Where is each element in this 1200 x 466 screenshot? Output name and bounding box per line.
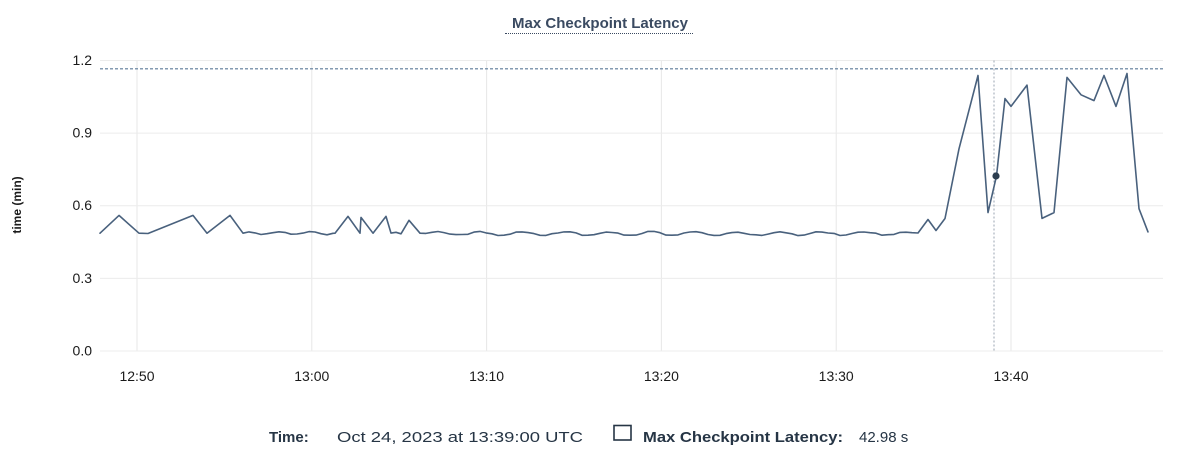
svg-text:Max Checkpoint Latency:: Max Checkpoint Latency: [643, 429, 843, 446]
svg-text:0.0: 0.0 [73, 343, 93, 359]
svg-text:12:50: 12:50 [119, 368, 154, 384]
svg-text:0.6: 0.6 [73, 197, 93, 213]
svg-text:Time:: Time: [269, 429, 309, 446]
svg-text:13:20: 13:20 [644, 368, 679, 384]
svg-text:13:00: 13:00 [294, 368, 329, 384]
svg-text:0.9: 0.9 [73, 125, 93, 141]
svg-text:Oct 24, 2023 at 13:39:00 UTC: Oct 24, 2023 at 13:39:00 UTC [337, 429, 583, 446]
svg-text:13:40: 13:40 [993, 368, 1028, 384]
svg-text:1.2: 1.2 [73, 52, 93, 68]
svg-text:13:30: 13:30 [819, 368, 854, 384]
svg-text:0.3: 0.3 [73, 270, 93, 286]
svg-text:42.98 s: 42.98 s [859, 429, 908, 446]
svg-text:13:10: 13:10 [469, 368, 504, 384]
